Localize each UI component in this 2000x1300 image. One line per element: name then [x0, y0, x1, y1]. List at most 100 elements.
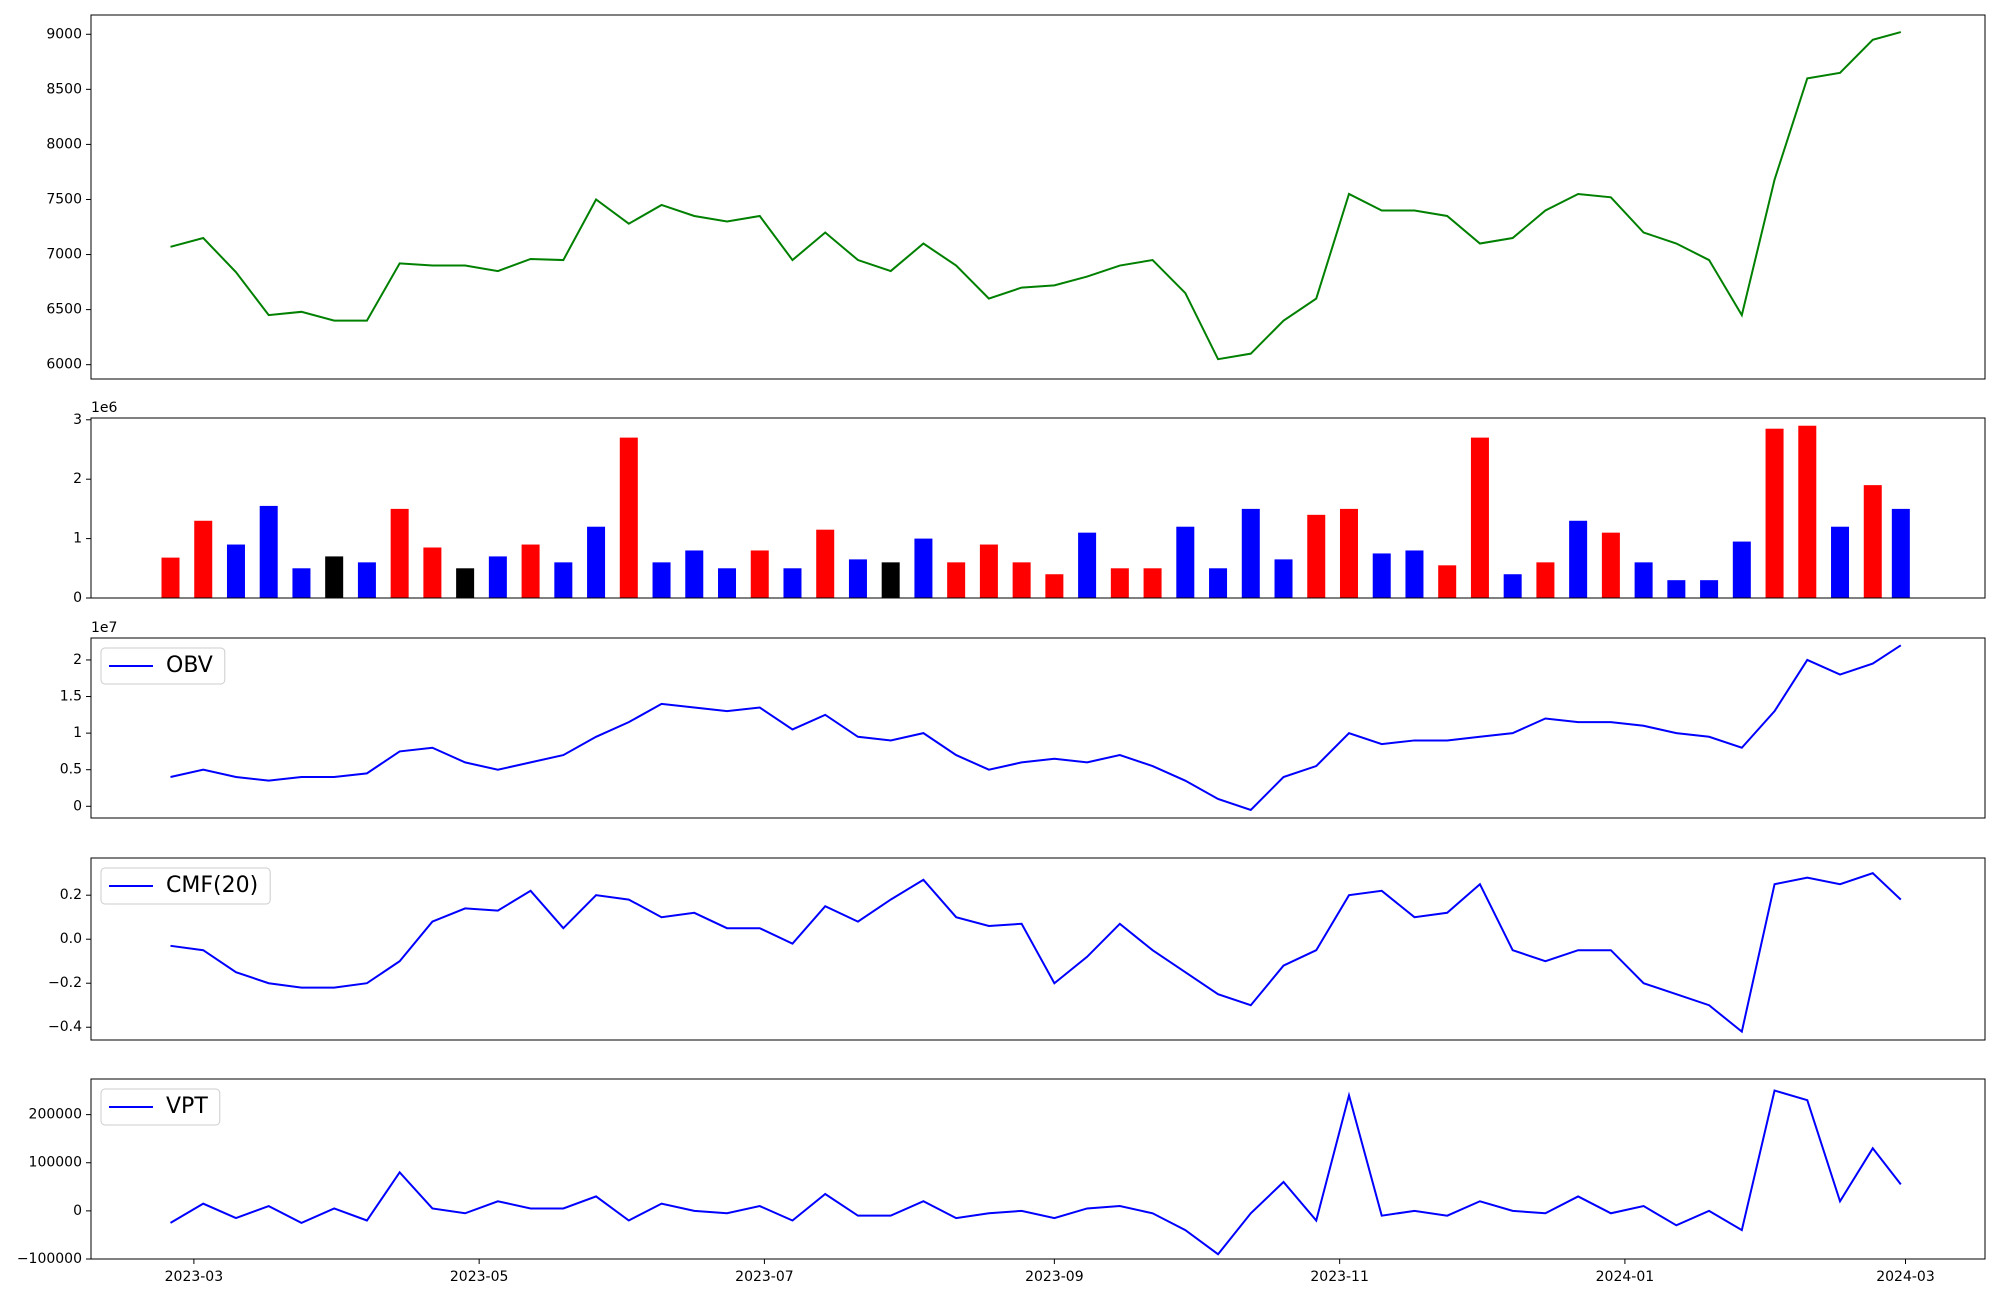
- volume-bar: [1307, 514, 1326, 598]
- volume-bar: [357, 562, 376, 598]
- y-tick-label: 2: [73, 471, 82, 487]
- x-tick-label: 2023-09: [1025, 1269, 1084, 1285]
- y-tick-label: 0: [73, 1203, 82, 1219]
- volume-bar: [488, 556, 507, 598]
- volume-bar: [423, 547, 442, 598]
- volume-bar: [1012, 562, 1031, 598]
- volume-bar: [1503, 574, 1522, 598]
- y-tick-label: −100000: [17, 1251, 82, 1267]
- legend: VPT: [100, 1088, 221, 1126]
- volume-bar: [1143, 568, 1162, 598]
- volume-bar: [521, 544, 540, 598]
- volume-bar: [194, 520, 213, 598]
- volume-bar: [259, 505, 278, 598]
- volume-bar: [881, 562, 900, 598]
- volume-bar: [226, 544, 245, 598]
- indicator-line: [170, 872, 1902, 1034]
- volume-bar: [783, 568, 802, 598]
- legend-label: VPT: [166, 1094, 208, 1119]
- volume-bar: [161, 557, 180, 598]
- legend-box: [100, 647, 226, 685]
- axes-frame: [90, 1078, 1986, 1260]
- volume-bar: [1110, 568, 1129, 598]
- x-tick-label: 2023-11: [1310, 1269, 1369, 1285]
- y-tick-label: 100000: [29, 1155, 82, 1171]
- volume-bar: [456, 568, 475, 598]
- x-tick-label: 2024-01: [1596, 1269, 1655, 1285]
- y-tick-label: 7500: [46, 191, 82, 207]
- volume-bar: [1569, 520, 1588, 598]
- axes-frame: [90, 637, 1986, 819]
- volume-bar: [685, 550, 704, 598]
- x-tick-label: 2024-03: [1876, 1269, 1935, 1285]
- x-tick-label: 2023-03: [165, 1269, 224, 1285]
- y-tick-label: 2: [73, 652, 82, 668]
- volume-bar: [1601, 532, 1620, 598]
- y-tick-label: 200000: [29, 1107, 82, 1123]
- volume-bar: [1634, 562, 1653, 598]
- volume-bar: [1891, 508, 1910, 598]
- y-tick-label: −0.2: [48, 975, 82, 991]
- y-offset-text: 1e7: [91, 620, 117, 636]
- panel: −0.4 −0.2 0.0 0.2 CMF(20): [48, 857, 1986, 1041]
- volume-bar: [914, 538, 933, 598]
- legend-label: CMF(20): [166, 873, 258, 898]
- axes-frame: [90, 857, 1986, 1041]
- y-tick-label: 1: [73, 531, 82, 547]
- x-tick-label: 2023-05: [450, 1269, 509, 1285]
- volume-bar: [1798, 425, 1817, 598]
- y-offset-text: 1e6: [91, 400, 118, 416]
- y-tick-label: −0.4: [48, 1019, 82, 1035]
- volume-bar: [1536, 562, 1555, 598]
- volume-bar: [848, 559, 867, 598]
- volume-bar: [1831, 526, 1850, 598]
- legend: OBV: [100, 647, 226, 685]
- volume-bar: [1274, 559, 1293, 598]
- volume-bar: [619, 437, 638, 598]
- volume-bar: [1339, 508, 1358, 598]
- x-tick-label: 2023-07: [735, 1269, 794, 1285]
- y-tick-label: 1: [73, 725, 82, 741]
- indicator-line: [169, 1089, 1902, 1256]
- panel: 0 1 2 3 1e6: [73, 400, 1986, 606]
- y-tick-label: 8500: [46, 81, 82, 97]
- y-tick-label: 1.5: [60, 689, 82, 705]
- volume-bar: [1209, 568, 1228, 598]
- volume-bar: [816, 529, 835, 598]
- legend-label: OBV: [166, 653, 213, 678]
- volume-bar: [750, 550, 769, 598]
- legend: CMF(20): [100, 867, 271, 905]
- y-tick-label: 0.2: [60, 887, 82, 903]
- volume-bar: [652, 562, 671, 598]
- volume-bar: [1700, 580, 1719, 598]
- volume-bar: [390, 508, 409, 598]
- price-line: [170, 31, 1902, 361]
- volume-bar: [1372, 553, 1391, 598]
- legend-box: [100, 867, 271, 905]
- volume-bar: [1732, 541, 1751, 598]
- volume-bar: [325, 556, 344, 598]
- y-tick-label: 7000: [46, 247, 82, 263]
- volume-bar: [1470, 437, 1489, 598]
- volume-bar: [1667, 580, 1686, 598]
- panel: −100000 0 100000 200000 2023-03 2023-05 2023-0…: [17, 1078, 1986, 1285]
- y-tick-label: 3: [73, 412, 82, 428]
- y-tick-label: 0: [73, 590, 82, 606]
- y-tick-label: 0.0: [60, 931, 82, 947]
- volume-bar: [1863, 485, 1882, 598]
- volume-bar: [1078, 532, 1097, 598]
- axes-frame: [90, 14, 1986, 380]
- volume-bar: [1176, 526, 1195, 598]
- volume-bar: [1765, 428, 1784, 598]
- legend-box: [100, 1088, 221, 1126]
- y-tick-label: 0: [73, 798, 82, 814]
- y-tick-label: 0.5: [60, 762, 82, 778]
- volume-bar: [1241, 508, 1260, 598]
- y-tick-label: 8000: [46, 136, 82, 152]
- y-tick-label: 6500: [46, 302, 82, 318]
- volume-bar: [587, 526, 606, 598]
- volume-bar: [1045, 574, 1064, 598]
- axes-frame: [90, 417, 1986, 599]
- y-tick-label: 9000: [46, 26, 82, 42]
